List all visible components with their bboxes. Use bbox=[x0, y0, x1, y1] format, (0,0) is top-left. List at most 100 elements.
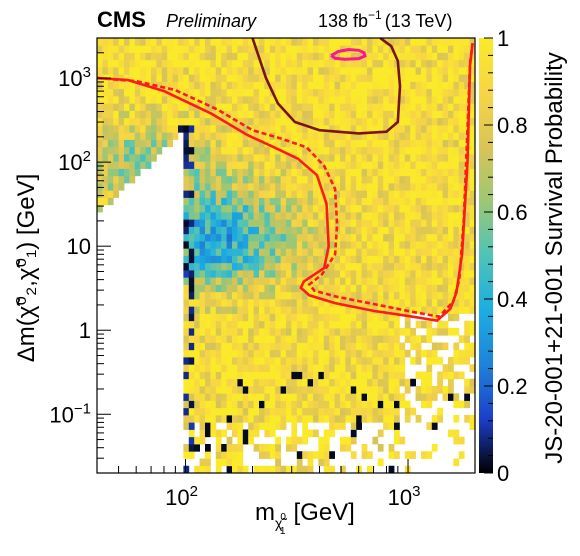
heatmap-bin bbox=[156, 52, 163, 61]
contours bbox=[97, 38, 474, 322]
heatmap-bin bbox=[183, 342, 190, 351]
heatmap-bin bbox=[296, 175, 303, 184]
heatmap-bin bbox=[102, 67, 109, 75]
heatmap-bin bbox=[340, 378, 346, 387]
heatmap-bin bbox=[280, 241, 287, 249]
heatmap-bin bbox=[221, 146, 227, 155]
heatmap-bin bbox=[296, 465, 303, 473]
heatmap-bin bbox=[183, 349, 190, 358]
heatmap-bin bbox=[410, 262, 416, 271]
heatmap-bin bbox=[334, 154, 341, 162]
heatmap-bin bbox=[415, 146, 422, 155]
heatmap-bin bbox=[205, 168, 211, 177]
heatmap-bin bbox=[453, 415, 460, 423]
heatmap-bin bbox=[221, 255, 227, 264]
heatmap-bin bbox=[350, 371, 357, 380]
heatmap-bin bbox=[367, 161, 373, 169]
heatmap-bin bbox=[399, 103, 406, 111]
heatmap-bin bbox=[151, 45, 157, 53]
heatmap-bin bbox=[275, 139, 281, 148]
heatmap-bin bbox=[242, 146, 249, 155]
heatmap-bin bbox=[232, 38, 238, 46]
heatmap-bin bbox=[275, 190, 281, 198]
heatmap-bin bbox=[237, 349, 244, 358]
heatmap-bin bbox=[302, 313, 308, 322]
heatmap-bin bbox=[323, 241, 330, 249]
heatmap-bin bbox=[264, 88, 271, 97]
heatmap-bin bbox=[302, 284, 308, 293]
heatmap-bin bbox=[194, 364, 200, 372]
heatmap-bin bbox=[107, 161, 114, 169]
heatmap-bin bbox=[188, 335, 195, 343]
heatmap-bin bbox=[210, 183, 217, 191]
heatmap-bin bbox=[188, 241, 195, 249]
heatmap-bin bbox=[210, 125, 217, 133]
heatmap-bin bbox=[161, 45, 168, 53]
heatmap-bin bbox=[356, 357, 362, 365]
heatmap-bin bbox=[399, 110, 406, 119]
heatmap-bin bbox=[242, 226, 249, 235]
heatmap-bin bbox=[404, 110, 411, 119]
heatmap-bin bbox=[307, 248, 314, 256]
heatmap-bin bbox=[377, 393, 384, 401]
heatmap-bin bbox=[350, 400, 357, 409]
heatmap-bin bbox=[431, 52, 438, 61]
heatmap-bin bbox=[404, 219, 411, 227]
heatmap-bin bbox=[259, 328, 265, 336]
heatmap-bin bbox=[361, 81, 368, 90]
heatmap-bin bbox=[383, 241, 389, 249]
heatmap-bin bbox=[232, 219, 238, 227]
heatmap-bin bbox=[356, 81, 362, 90]
heatmap-bin bbox=[356, 415, 362, 423]
heatmap-bin bbox=[97, 45, 103, 53]
heatmap-bin bbox=[442, 81, 449, 90]
heatmap-bin bbox=[318, 59, 325, 68]
heatmap-bin bbox=[296, 335, 303, 343]
heatmap-bin bbox=[421, 38, 427, 46]
heatmap-bin bbox=[151, 59, 157, 68]
heatmap-bin bbox=[280, 306, 287, 314]
heatmap-bin bbox=[205, 241, 211, 249]
heatmap-bin bbox=[199, 291, 206, 300]
heatmap bbox=[97, 38, 475, 473]
heatmap-bin bbox=[415, 299, 422, 307]
heatmap-bin bbox=[151, 117, 157, 126]
heatmap-bin bbox=[172, 125, 179, 133]
heatmap-bin bbox=[215, 465, 222, 473]
heatmap-bin bbox=[431, 67, 438, 75]
heatmap-bin bbox=[469, 38, 475, 46]
heatmap-bin bbox=[383, 183, 389, 191]
heatmap-bin bbox=[323, 407, 330, 416]
heatmap-bin bbox=[372, 270, 379, 278]
heatmap-bin bbox=[275, 81, 281, 90]
heatmap-bin bbox=[183, 67, 190, 75]
heatmap-bin bbox=[388, 284, 395, 293]
heatmap-bin bbox=[334, 74, 341, 82]
heatmap-bin bbox=[323, 386, 330, 394]
heatmap-bin bbox=[372, 299, 379, 307]
heatmap-bin bbox=[205, 233, 211, 242]
heatmap-bin bbox=[183, 270, 190, 278]
heatmap-bin bbox=[350, 59, 357, 68]
heatmap-bin bbox=[302, 67, 308, 75]
heatmap-bin bbox=[329, 146, 335, 155]
heatmap-bin bbox=[259, 364, 265, 372]
heatmap-bin bbox=[410, 52, 416, 61]
heatmap-bin bbox=[442, 320, 449, 329]
heatmap-bin bbox=[367, 154, 373, 162]
heatmap-bin bbox=[367, 197, 373, 206]
heatmap-bin bbox=[399, 328, 406, 336]
heatmap-bin bbox=[210, 277, 217, 285]
heatmap-bin bbox=[97, 52, 103, 61]
heatmap-bin bbox=[361, 248, 368, 256]
heatmap-bin bbox=[280, 161, 287, 169]
heatmap-bin bbox=[318, 436, 325, 445]
heatmap-bin bbox=[356, 248, 362, 256]
heatmap-bin bbox=[453, 132, 460, 140]
heatmap-bin bbox=[448, 74, 454, 82]
heatmap-bin bbox=[410, 378, 416, 387]
heatmap-bin bbox=[248, 364, 254, 372]
heatmap-bin bbox=[415, 284, 422, 293]
heatmap-bin bbox=[199, 364, 206, 372]
heatmap-bin bbox=[199, 59, 206, 68]
